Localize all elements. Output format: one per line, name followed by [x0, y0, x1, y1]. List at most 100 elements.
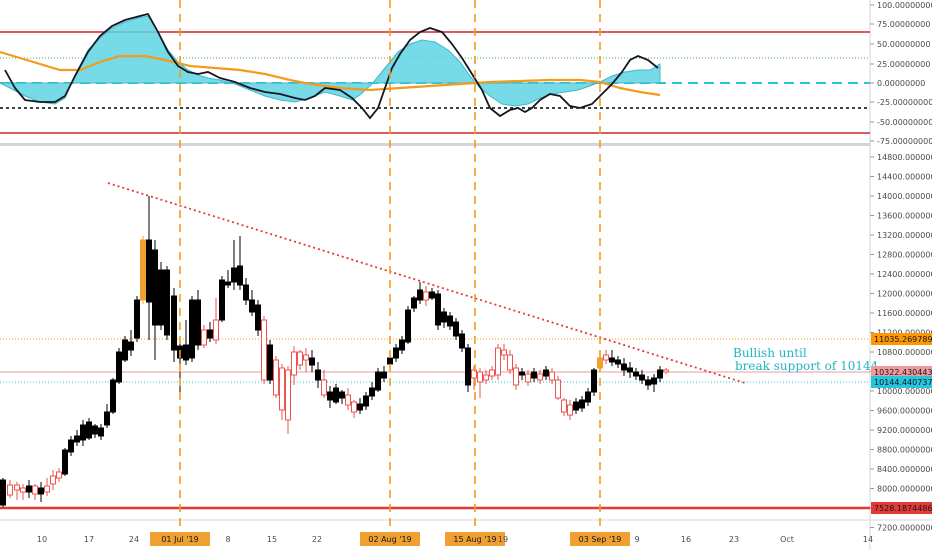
candle-body: [345, 394, 351, 406]
candle-body: [591, 369, 597, 393]
osc-tick-label: -75.00000000: [877, 137, 932, 146]
price-tick-label: 12800.00000000: [877, 251, 932, 260]
candle-body: [261, 319, 267, 381]
osc-main-line: [4, 12, 659, 120]
candle-body: [237, 265, 243, 286]
candle-body: [471, 369, 477, 379]
candle-body: [657, 369, 663, 379]
osc-tick-label: 50.00000000: [877, 40, 930, 49]
price-tick-label: 8000.00000000: [877, 485, 932, 494]
candle-body: [423, 291, 429, 301]
candle-body: [435, 293, 441, 326]
candle-body: [92, 425, 98, 435]
price-tick-label: 10000.00000000: [877, 387, 932, 396]
date-highlight: [360, 532, 420, 546]
date-highlight: [570, 532, 630, 546]
candle-body: [171, 295, 177, 351]
candle-body: [429, 291, 435, 299]
time-label: 14: [863, 535, 873, 544]
candle-body: [339, 391, 345, 399]
time-label: 19: [498, 535, 508, 544]
candle-body: [327, 391, 333, 401]
candle-body: [243, 284, 249, 301]
candle-body: [309, 357, 315, 366]
price-badge: [871, 333, 932, 345]
osc-tick-label: -50.00000000: [877, 118, 932, 127]
candle-body: [315, 369, 321, 381]
price-badge-label: 10322.43044352: [874, 368, 932, 377]
descending-trendline: [107, 182, 746, 384]
time-label: 15: [267, 535, 277, 544]
time-label: 9: [634, 535, 639, 544]
price-badge: [871, 366, 932, 378]
time-label: 23: [729, 535, 739, 544]
candle-body: [285, 369, 291, 421]
candle-body: [50, 475, 56, 485]
time-label: 8: [225, 535, 230, 544]
candle-body: [249, 299, 255, 313]
price-tick-label: 7200.00000000: [877, 524, 932, 533]
candle-body: [405, 309, 411, 343]
time-label: 16: [681, 535, 691, 544]
candle-body: [651, 377, 657, 385]
candle-body: [507, 354, 513, 371]
candle-body: [495, 347, 501, 376]
candle-body: [267, 344, 273, 381]
candle-body: [7, 484, 13, 496]
candle-body: [225, 281, 231, 286]
candle-body: [621, 363, 627, 371]
oscillator-y-axis[interactable]: 100.00000000 75.00000000 50.00000000 25.000…: [870, 1, 932, 146]
price-badge: [871, 376, 932, 388]
candle-body: [483, 374, 489, 381]
candle-body: [477, 371, 483, 383]
candle-body: [128, 341, 134, 351]
candle-body: [140, 239, 146, 301]
candle-body: [255, 304, 261, 331]
candle-body: [0, 479, 6, 506]
osc-tick-label: 100.00000000: [877, 1, 932, 10]
candle-body: [146, 239, 152, 303]
candle-body: [195, 299, 201, 346]
oscillator-pane: [0, 12, 870, 134]
candle-body: [357, 403, 363, 411]
time-label: 22: [312, 535, 322, 544]
time-label: 02 Aug '19: [368, 535, 411, 544]
candle-body: [531, 371, 537, 379]
osc-signal-line: [0, 50, 661, 97]
candle-body: [189, 299, 195, 359]
price-badge-label: 10144.44073710: [874, 378, 932, 387]
candle-body: [213, 319, 219, 341]
candle-body: [393, 347, 399, 359]
candle-body: [231, 267, 237, 283]
candle-body: [561, 399, 567, 413]
candle-body: [56, 471, 62, 479]
time-label: Oct: [780, 535, 794, 544]
price-tick-label: 8400.00000000: [877, 465, 932, 474]
price-levels: [0, 338, 870, 510]
candle-body: [579, 399, 585, 409]
pane-separator[interactable]: [0, 143, 870, 146]
candle-body: [164, 269, 170, 336]
candle-body: [555, 379, 561, 399]
candle-body: [627, 367, 633, 373]
candle-body: [273, 359, 279, 396]
candle-body: [183, 344, 189, 361]
price-tick-label: 12400.00000000: [877, 270, 932, 279]
time-label: 17: [84, 535, 94, 544]
candle-body: [417, 289, 423, 301]
candle-body: [615, 359, 621, 365]
candle-body: [351, 401, 357, 413]
price-badge: [871, 502, 932, 514]
candle-body: [375, 371, 381, 391]
candles: [0, 196, 669, 507]
candle-body: [68, 439, 74, 453]
price-tick-label: 13600.00000000: [877, 212, 932, 221]
time-label: 24: [129, 535, 139, 544]
candle-body: [110, 379, 116, 413]
candle-body: [441, 311, 447, 323]
time-label: 01 Jul '19: [161, 535, 198, 544]
candle-body: [134, 299, 140, 339]
candle-body: [525, 373, 531, 383]
